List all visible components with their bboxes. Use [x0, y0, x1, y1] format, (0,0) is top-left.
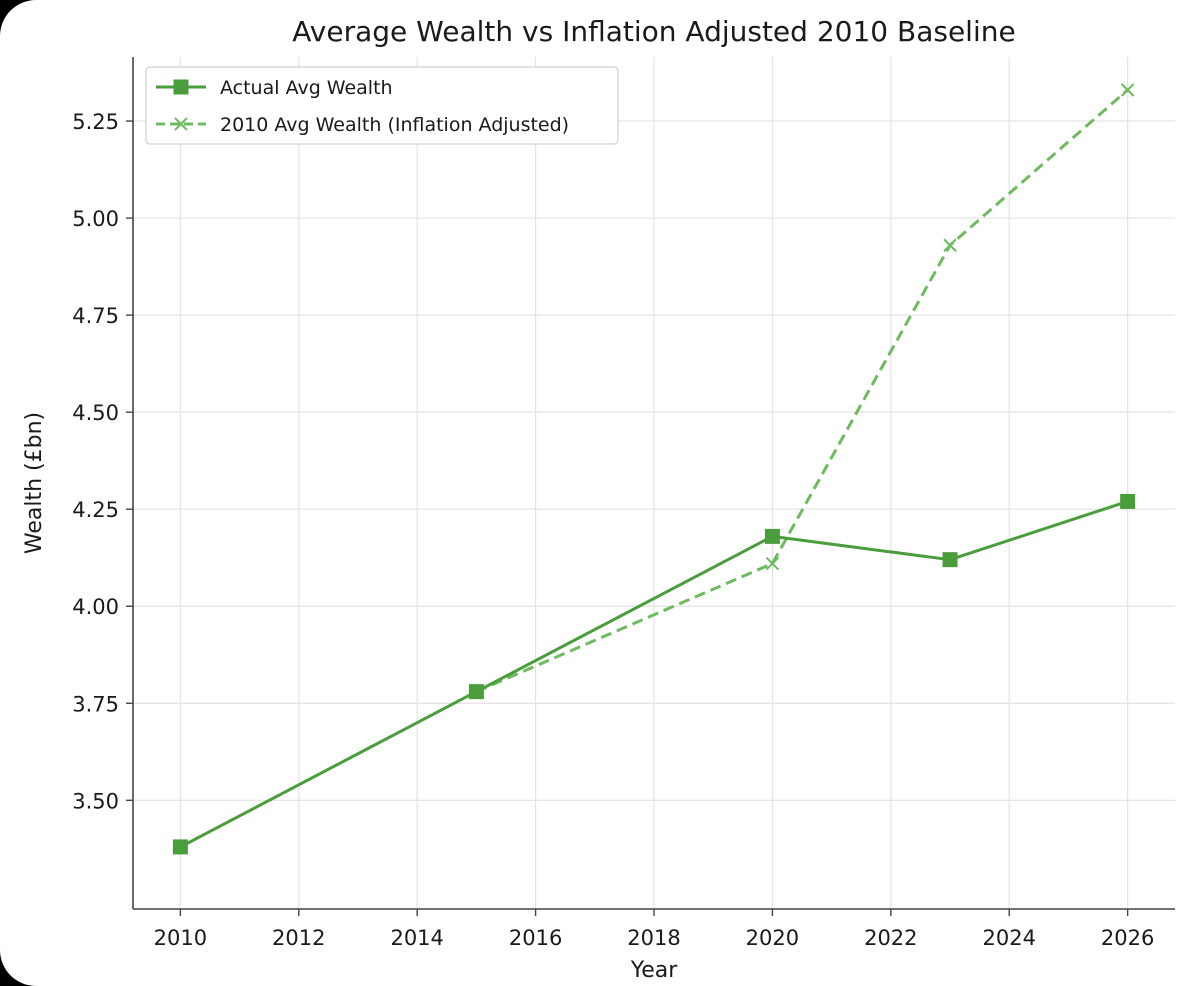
axes [126, 57, 1175, 916]
data-point [1120, 493, 1136, 509]
grid [133, 57, 1175, 909]
legend-label: Actual Avg Wealth [220, 77, 393, 99]
y-tick-label: 5.00 [72, 207, 119, 231]
series-2 [469, 83, 1135, 699]
y-tick-label: 5.25 [72, 110, 119, 134]
x-tick-label: 2014 [390, 926, 443, 950]
x-tick-label: 2022 [864, 926, 917, 950]
legend-box [145, 66, 619, 145]
series-1 [172, 493, 1136, 855]
y-tick-label: 4.75 [72, 304, 119, 328]
series-layer [172, 83, 1136, 855]
data-point [1120, 83, 1135, 97]
data-point [764, 528, 780, 544]
x-tick-label: 2018 [627, 926, 680, 950]
y-axis-label: Wealth (£bn) [22, 412, 47, 554]
x-tick-label: 2010 [154, 926, 207, 950]
data-point [942, 552, 958, 568]
data-point [765, 556, 780, 571]
data-point [172, 839, 188, 855]
y-tick-label: 4.00 [72, 595, 119, 619]
y-tick-label: 4.50 [72, 401, 119, 425]
y-tick-label: 3.50 [72, 789, 119, 813]
x-tick-label: 2026 [1101, 926, 1154, 950]
chart-title: Average Wealth vs Inflation Adjusted 201… [292, 15, 1015, 48]
y-tick-label: 4.25 [72, 498, 119, 522]
data-point [943, 238, 957, 252]
series-line [475, 88, 1129, 693]
y-tick-label: 3.75 [72, 692, 119, 716]
legend-item: 2010 Avg Wealth (Inflation Adjusted) [156, 114, 569, 136]
x-tick-label: 2016 [509, 926, 562, 950]
legend-marker [173, 79, 189, 95]
legend-label: 2010 Avg Wealth (Inflation Adjusted) [220, 114, 569, 136]
x-tick-label: 2012 [272, 926, 325, 950]
x-tick-label: 2024 [983, 926, 1036, 950]
legend-marker [174, 117, 188, 131]
tick-labels: 2010 2012 2014 2016 2018 2020 2022 2024 2026 3.50… [72, 110, 1154, 950]
x-tick-label: 2020 [746, 926, 799, 950]
legend-item: Actual Avg Wealth [156, 77, 393, 99]
x-axis-label: Year [630, 958, 679, 983]
legend: Actual Avg Wealth 2010 Avg Wealth (Inflat… [145, 66, 619, 145]
data-point [468, 684, 484, 700]
